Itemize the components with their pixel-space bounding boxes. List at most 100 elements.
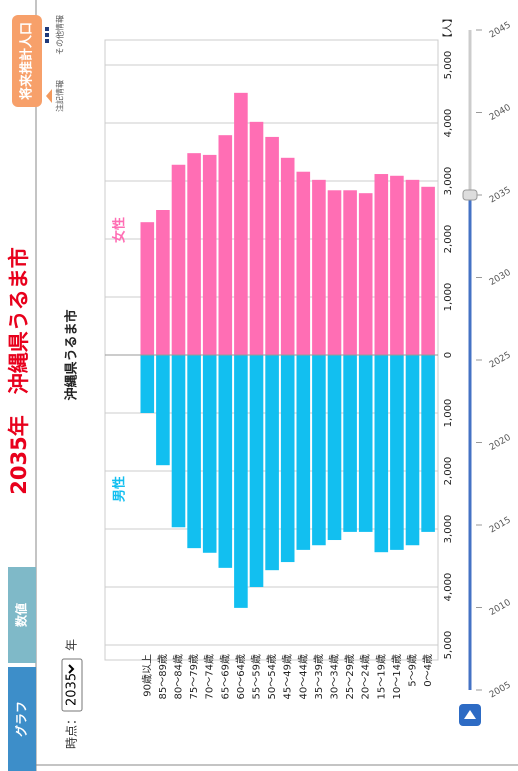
category-label: 45～49歳 [282,654,294,699]
category-label: 65～69歳 [219,654,231,699]
bar [390,355,404,550]
page-title: 2035年 沖縄県うるま市 [7,247,31,494]
period-label: 時点： [65,713,79,749]
bar [202,355,217,553]
bar [312,355,326,546]
period-select[interactable] [61,658,83,712]
bar [327,355,342,541]
timeline-label: 2045 [488,20,513,40]
button-label[interactable]: 将来推計人口 [19,22,35,100]
category-label: 15～19歳 [375,654,387,699]
timeline-label: 2020 [488,433,513,453]
x-tick-label: 0 [443,352,454,358]
x-tick-label: 4,000 [443,109,454,138]
bar [327,190,342,355]
category-label: 50～54歳 [266,654,278,699]
bar [218,135,233,355]
other-icon[interactable] [45,27,49,43]
bar [343,355,357,532]
chart-title: 沖縄県うるま市 [64,309,80,400]
bar [405,355,420,546]
bar [249,121,264,355]
select-chevron[interactable] [68,664,75,674]
tab-label[interactable]: グラフ [14,701,29,737]
category-label: 60～64歳 [235,654,247,699]
notes-icon[interactable] [46,89,52,103]
timeline-label: 2030 [488,268,513,288]
timeline-label: 2005 [488,680,513,700]
category-label: 20～24歳 [360,654,372,699]
bar [280,157,295,355]
category-label: 5～9歳 [407,654,419,687]
bar [156,355,170,466]
category-label: 35～39歳 [313,654,325,699]
play-icon[interactable] [464,710,476,719]
legend-label: 女性 [112,217,128,243]
timeline-label: 2025 [488,350,513,370]
bar [156,210,170,355]
legend-label: 男性 [112,476,128,502]
category-label: 90歳以上 [141,654,153,697]
notes-label[interactable]: 注記情報 [55,80,65,112]
tab-graph[interactable] [8,667,36,771]
x-tick-label: 1,000 [443,283,454,312]
category-label: 70～74歳 [204,654,216,699]
category-label: 80～84歳 [173,654,185,699]
category-label: 40～44歳 [297,654,309,699]
x-tick-label: 5,000 [443,51,454,80]
bar [343,190,357,355]
category-label: 30～34歳 [329,654,341,699]
bar [312,179,326,355]
timeline-label: 2040 [488,103,513,123]
bar [140,222,155,355]
timeline-thumb[interactable] [462,189,478,201]
bar [405,179,420,355]
bar [171,355,186,528]
bar [202,154,217,355]
bar [280,355,295,563]
bar [234,355,248,608]
unit-label: 【人】 [442,13,454,43]
period-value[interactable]: 2035 [65,673,80,706]
bar [187,355,201,549]
category-label: 25～29歳 [344,654,356,699]
bar [358,193,373,355]
tab-label[interactable]: 数値 [14,603,29,627]
bar [390,175,404,355]
plot-frame [104,39,439,661]
timeline-label: 2010 [488,598,513,618]
bar [421,186,435,355]
category-label: 55～59歳 [251,654,263,699]
bar [140,355,155,413]
bar [296,355,311,550]
timeline-label: 2015 [488,515,513,535]
bar [358,355,373,532]
other-label[interactable]: その他情報 [55,15,65,55]
category-label: 10～14歳 [391,654,403,699]
timeline-label: 2035 [488,185,513,205]
bar [249,355,264,587]
forecast-button[interactable] [12,15,42,107]
x-tick-label: 1,000 [443,399,454,428]
category-label: 75～79歳 [188,654,200,699]
bar [421,355,435,532]
category-label: 0～4歳 [422,654,434,687]
bar [296,171,311,355]
x-tick-label: 3,000 [443,167,454,196]
bar [265,355,279,571]
bar [218,355,233,568]
x-tick-label: 4,000 [443,573,454,602]
bar [171,164,186,355]
period-unit: 年 [65,639,79,651]
bar [374,174,389,355]
x-tick-label: 2,000 [443,457,454,486]
category-label: 85～89歳 [157,654,169,699]
bar [187,153,201,355]
x-tick-label: 3,000 [443,515,454,544]
bar [265,136,279,355]
tab-table[interactable] [8,567,36,663]
bar [374,355,389,553]
